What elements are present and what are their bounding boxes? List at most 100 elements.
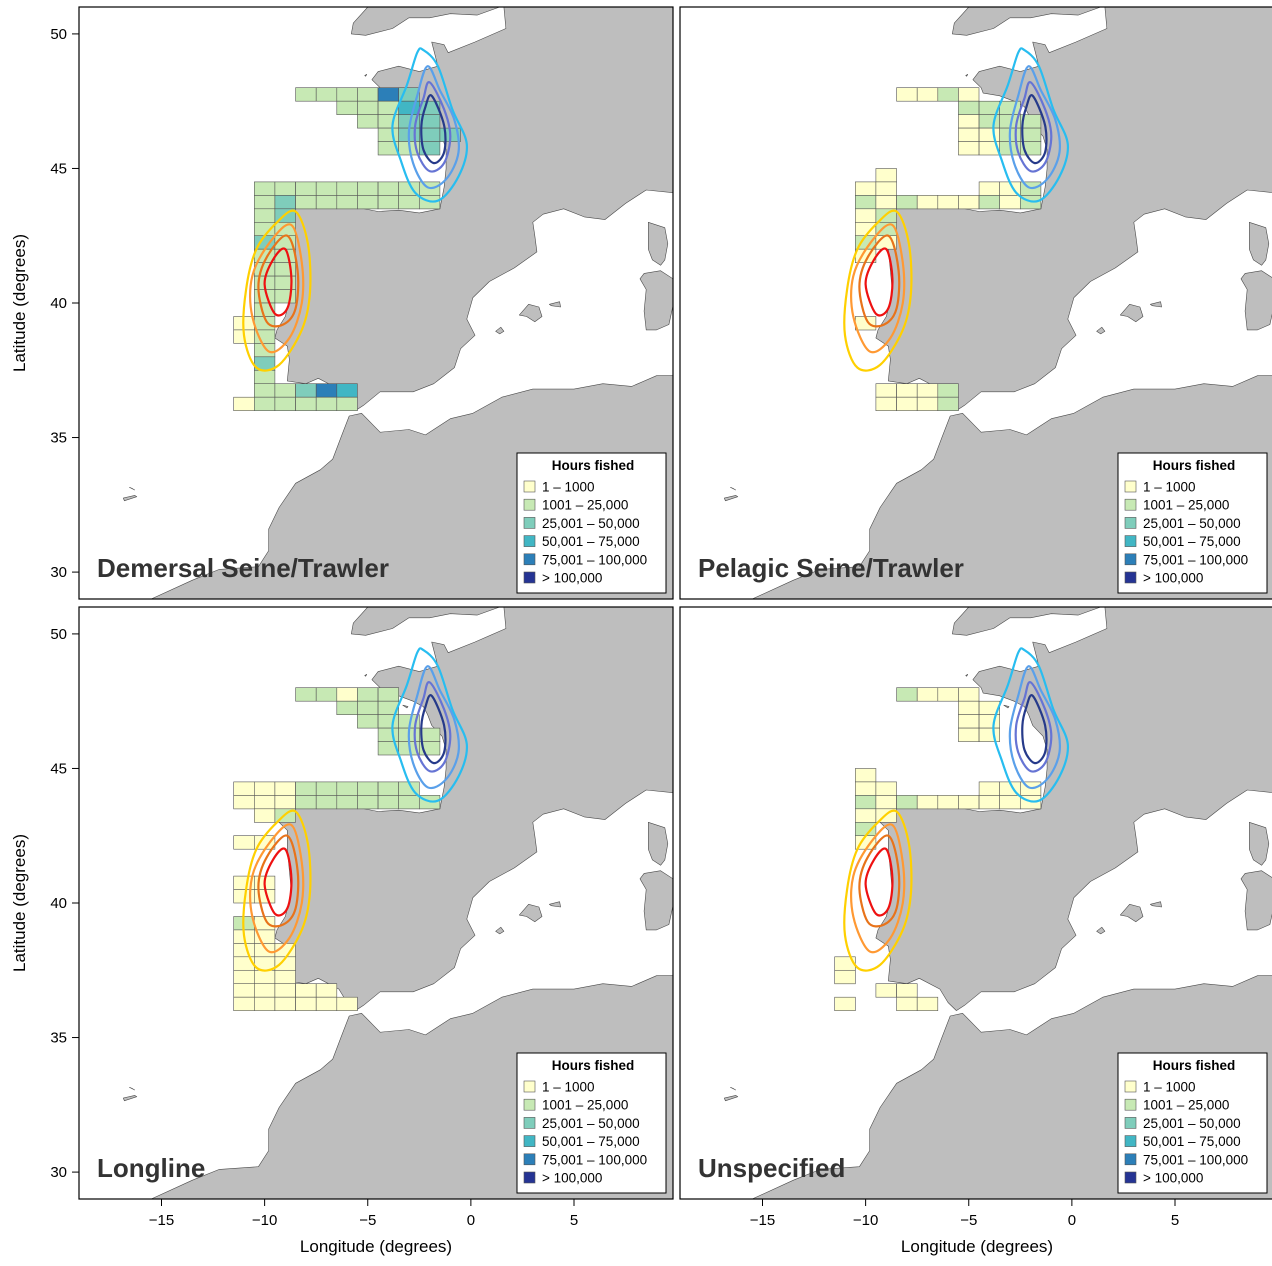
- effort-cell: [357, 795, 379, 810]
- effort-cell: [315, 383, 338, 398]
- effort-cell: [916, 795, 939, 810]
- effort-cell: [377, 687, 400, 702]
- effort-cell: [357, 781, 379, 796]
- menorca-land: [1150, 301, 1162, 308]
- effort-cell: [233, 781, 255, 796]
- effort-cell: [295, 983, 317, 998]
- legend-swatch: [1124, 1117, 1137, 1129]
- effort-cell: [377, 727, 400, 742]
- legend-swatch: [1124, 517, 1137, 529]
- north-density-contour: [992, 647, 1070, 803]
- legend-swatch: [1124, 498, 1137, 511]
- effort-cell: [295, 996, 317, 1012]
- effort-cell: [958, 795, 980, 810]
- iberia-france-land: [873, 7, 1272, 411]
- legend-label: 1001 – 25,000: [1143, 498, 1229, 513]
- ushant-island: [364, 674, 367, 677]
- y-axis-title: Latitude (degrees): [10, 834, 29, 972]
- legend-label: 1 – 1000: [542, 1080, 595, 1095]
- west-density-contour: [263, 847, 293, 917]
- legend-swatch: [1124, 1098, 1137, 1111]
- effort-cell: [357, 687, 379, 702]
- effort-cell: [254, 781, 276, 796]
- x-tick-label: 0: [1068, 1212, 1076, 1229]
- panel-title: Demersal Seine/Trawler: [97, 553, 389, 583]
- legend-title: Hours fished: [552, 1058, 635, 1073]
- belle-ile-island: [402, 704, 409, 709]
- west-density-contour: [257, 234, 300, 328]
- canary-island-a: [123, 495, 138, 502]
- effort-cell: [958, 687, 980, 702]
- x-tick-label: 5: [570, 1212, 578, 1229]
- north-density-contour: [420, 694, 447, 765]
- y-axis-title: Latitude (degrees): [10, 234, 29, 372]
- legend: Hours fished 1 – 1000 1001 – 25,000 25,001 …: [516, 1052, 667, 1194]
- effort-cell: [937, 795, 959, 810]
- effort-cell: [274, 781, 296, 796]
- north-density-contour: [407, 65, 460, 190]
- north-density-contour: [407, 665, 460, 790]
- effort-cell: [295, 396, 317, 412]
- west-density-contour: [242, 209, 312, 372]
- west-density-contour: [843, 809, 913, 972]
- effort-cell: [233, 983, 255, 998]
- north-density-contour: [1008, 65, 1061, 190]
- effort-cell: [274, 289, 296, 304]
- legend-swatch: [523, 517, 536, 529]
- legend-swatch: [523, 1080, 536, 1093]
- effort-cell: [274, 383, 296, 398]
- effort-cell: [254, 969, 276, 985]
- effort-cell: [978, 127, 1001, 142]
- effort-cell: [233, 943, 255, 958]
- ibiza-land: [1096, 926, 1106, 935]
- legend-label: > 100,000: [1143, 571, 1203, 586]
- map-panels: Demersal Seine/Trawler Hours fished 1 – 10…: [78, 6, 1272, 1200]
- legend-label: 75,001 – 100,000: [542, 552, 647, 567]
- effort-cell: [377, 87, 400, 102]
- effort-cell: [274, 983, 296, 998]
- legend-box: [1117, 452, 1268, 594]
- x-tick-label: −5: [960, 1212, 977, 1229]
- legend-label: 25,001 – 50,000: [542, 1116, 640, 1131]
- effort-cell: [978, 114, 1001, 129]
- effort-cell: [978, 195, 1001, 210]
- effort-cell: [958, 195, 980, 210]
- legend-swatch: [523, 480, 536, 493]
- mallorca-land: [519, 904, 543, 923]
- x-tick-label: −10: [853, 1212, 878, 1229]
- west-density-contour: [263, 247, 293, 317]
- effort-cell: [398, 195, 420, 210]
- legend-label: > 100,000: [542, 571, 602, 586]
- effort-cell: [875, 781, 897, 796]
- effort-cell: [916, 383, 939, 398]
- effort-cell: [937, 687, 959, 702]
- legend-label: 25,001 – 50,000: [1143, 1116, 1241, 1131]
- britain-land: [351, 607, 500, 636]
- menorca-land: [549, 901, 561, 908]
- x-tick-label: −5: [359, 1212, 376, 1229]
- effort-cell: [357, 114, 379, 129]
- effort-cell: [896, 687, 918, 702]
- effort-cell: [274, 396, 296, 412]
- effort-cell: [398, 100, 420, 115]
- legend-swatch: [1124, 1135, 1137, 1147]
- effort-cell: [978, 727, 1001, 742]
- effort-cell: [254, 396, 276, 412]
- effort-cell: [377, 127, 400, 142]
- effort-cell: [958, 87, 980, 102]
- legend-box: [516, 452, 667, 594]
- legend-swatch: [1124, 535, 1137, 547]
- legend-swatch: [1124, 1153, 1137, 1166]
- effort-cell: [336, 181, 358, 196]
- north-density-contour: [391, 47, 469, 203]
- legend-label: 1001 – 25,000: [542, 498, 628, 513]
- ibiza-land: [1096, 326, 1106, 335]
- map-panel: Pelagic Seine/Trawler Hours fished 1 – 100…: [679, 6, 1272, 600]
- sardinia-land: [1240, 270, 1272, 331]
- legend-swatch: [523, 1117, 536, 1129]
- effort-cell: [834, 969, 856, 985]
- corsica-land: [1249, 222, 1270, 266]
- effort-cell: [875, 795, 897, 810]
- effort-cell: [336, 700, 358, 715]
